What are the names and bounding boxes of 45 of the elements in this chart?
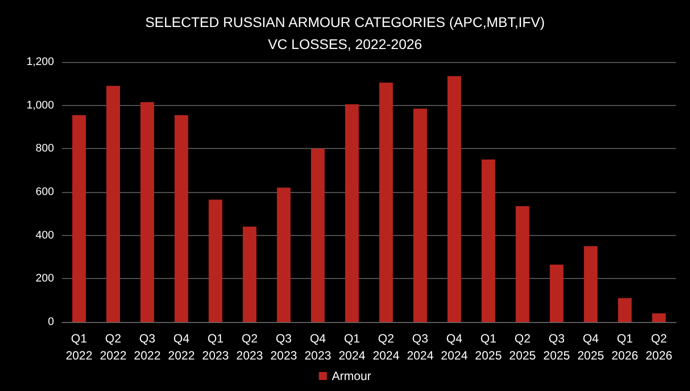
y-tick-label: 400: [36, 229, 54, 242]
x-tick-label: Q1 2024: [338, 332, 366, 362]
x-tick-label: Q2 2025: [509, 332, 536, 362]
x-tick-label: Q1 2022: [66, 332, 93, 362]
bar: [618, 298, 632, 322]
x-tick-label: Q1 2025: [475, 332, 502, 362]
x-tick-label: Q4 2024: [440, 332, 468, 362]
bar: [311, 148, 325, 322]
bar: [140, 102, 154, 322]
bar: [72, 115, 86, 322]
bar: [106, 86, 120, 322]
x-tick-label: Q4 2022: [168, 332, 196, 362]
y-tick-label: 800: [36, 142, 54, 155]
bar: [242, 226, 256, 322]
x-tick-label: Q2 2026: [646, 332, 673, 362]
x-tick-label: Q3 2024: [406, 332, 434, 362]
y-tick-label: 0: [48, 316, 54, 328]
y-tick-label: 1,200: [26, 56, 54, 68]
x-tick-label: Q2 2022: [100, 332, 127, 362]
x-tick-label: Q2 2024: [372, 332, 400, 362]
chart-title: SELECTED RUSSIAN ARMOUR CATEGORIES (APC,MBT,IFV) VC LOSSES, 2022-2026: [145, 14, 545, 52]
bar: [447, 76, 462, 322]
bar: [345, 104, 359, 322]
bar: [652, 313, 666, 322]
x-tick-label: Q3 2023: [270, 332, 298, 362]
bar: [584, 246, 598, 322]
bar: [208, 200, 222, 322]
y-tick-label: 1,000: [26, 99, 54, 112]
bar: [482, 160, 496, 322]
bar: [379, 82, 393, 322]
x-tick-label: Q4 2023: [304, 332, 332, 362]
bar: [550, 264, 564, 322]
y-tick-label: 600: [36, 186, 54, 198]
x-tick-label: Q1 2023: [202, 332, 230, 362]
legend-label: Armour: [332, 369, 372, 383]
x-tick-label: Q2 2023: [236, 332, 264, 362]
y-tick-label: 200: [36, 272, 54, 285]
bar: [276, 188, 291, 322]
bar: [413, 108, 427, 322]
x-tick-label: Q4 2025: [577, 332, 604, 362]
x-tick-label: Q3 2022: [134, 332, 161, 362]
bar: [174, 115, 188, 322]
bar: [516, 206, 530, 322]
x-tick-label: Q3 2025: [543, 332, 570, 362]
x-tick-label: Q1 2026: [611, 332, 639, 362]
